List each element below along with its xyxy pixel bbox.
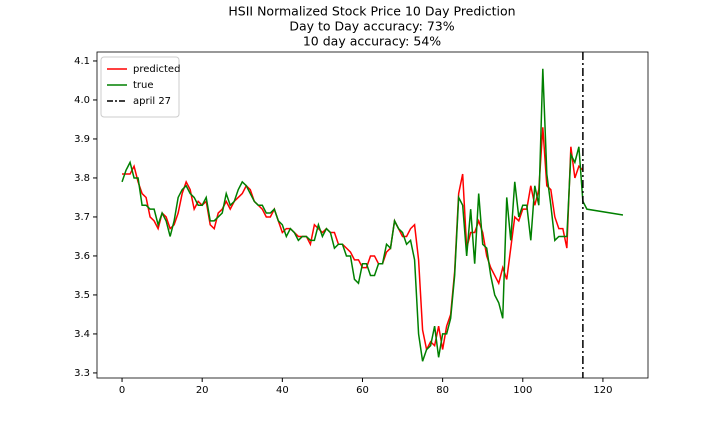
series-line: [122, 127, 584, 352]
y-tick-label: 3.4: [74, 329, 90, 340]
y-tick-label: 3.3: [74, 368, 90, 379]
x-tick-label: 40: [276, 385, 289, 396]
x-tick-label: 60: [356, 385, 369, 396]
series-line: [121, 68, 624, 362]
x-tick-label: 20: [196, 385, 209, 396]
y-tick-label: 3.9: [74, 134, 90, 145]
plot-frame: [96, 51, 649, 379]
legend-box: [100, 56, 180, 118]
y-tick-label: 4.1: [74, 56, 90, 67]
x-tick-label: 80: [436, 385, 449, 396]
chart-subtitle: 10 day accuracy: 54%: [303, 34, 441, 49]
x-tick-label: 120: [593, 385, 612, 396]
y-tick-label: 4.0: [74, 95, 90, 106]
legend-label: predicted: [133, 64, 180, 75]
x-tick-label: 0: [119, 385, 125, 396]
chart-title: HSII Normalized Stock Price 10 Day Predi…: [228, 4, 515, 19]
y-tick-label: 3.5: [74, 290, 90, 301]
legend-label: april 27: [133, 96, 171, 107]
y-tick-label: 3.7: [74, 212, 90, 223]
chart-subtitle: Day to Day accuracy: 73%: [289, 19, 454, 34]
x-tick-label: 100: [513, 385, 532, 396]
y-tick-label: 3.8: [74, 173, 90, 184]
y-tick-label: 3.6: [74, 251, 90, 262]
legend-label: true: [133, 80, 154, 91]
